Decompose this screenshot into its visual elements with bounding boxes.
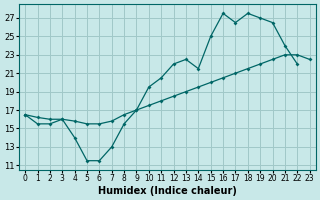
- X-axis label: Humidex (Indice chaleur): Humidex (Indice chaleur): [98, 186, 237, 196]
